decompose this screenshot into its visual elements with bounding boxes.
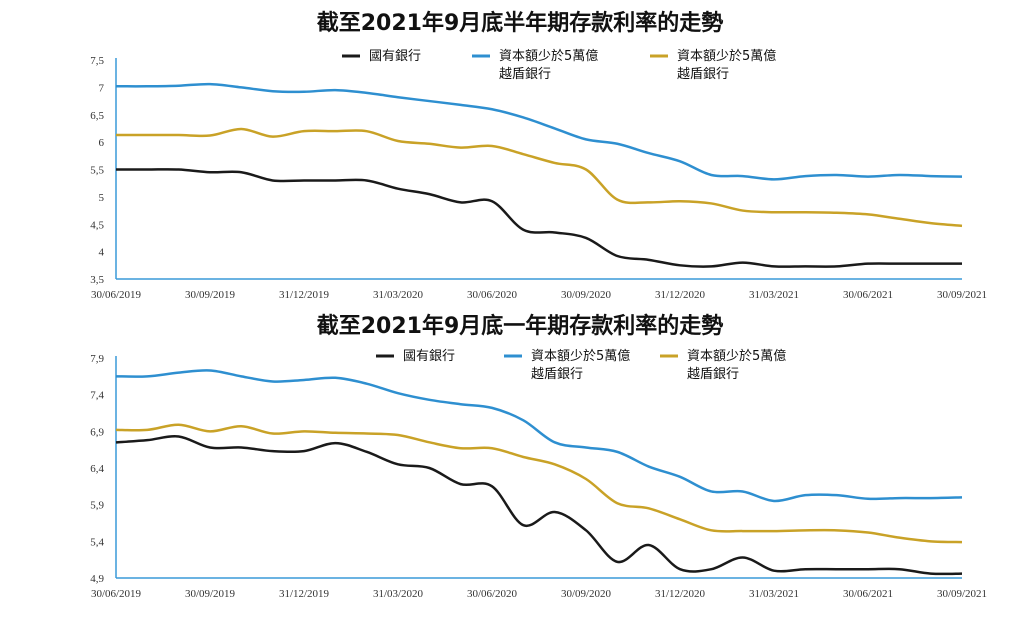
x-tick-label: 30/06/2019 bbox=[91, 588, 142, 600]
chart-1: 截至2021年9月底半年期存款利率的走勢 3,5 4 4,5 5 5,5 6 6,5 7 7,5 3… bbox=[90, 10, 987, 301]
x-tick-label: 30/09/2021 bbox=[937, 588, 987, 600]
legend-label: 資本額少於5萬億 bbox=[499, 48, 598, 64]
y-tick-label: 7 bbox=[99, 82, 105, 94]
x-tick-label: 30/06/2020 bbox=[467, 289, 518, 301]
x-tick-label: 31/03/2021 bbox=[749, 289, 799, 301]
x-tick-label: 31/12/2020 bbox=[655, 289, 706, 301]
y-tick-label: 6,4 bbox=[90, 463, 104, 475]
x-tick-label: 30/09/2019 bbox=[185, 588, 236, 600]
legend-label: 越盾銀行 bbox=[499, 67, 551, 82]
chart-2: 截至2021年9月底一年期存款利率的走勢 4,9 5,4 5,9 6,4 6,9 7,4 7,… bbox=[90, 313, 987, 600]
series-line-2 bbox=[115, 82, 963, 181]
x-tick-label: 30/06/2021 bbox=[843, 588, 893, 600]
x-tick-label: 30/09/2020 bbox=[561, 289, 612, 301]
x-tick-label: 31/12/2019 bbox=[279, 588, 330, 600]
y-tick-label: 7,5 bbox=[90, 55, 104, 67]
legend-label: 越盾銀行 bbox=[677, 67, 729, 82]
x-tick-label: 31/12/2020 bbox=[655, 588, 706, 600]
y-tick-label: 5 bbox=[99, 192, 105, 204]
x-tick-label: 30/06/2019 bbox=[91, 289, 142, 301]
legend-label: 資本額少於5萬億 bbox=[687, 348, 786, 364]
legend-label: 國有銀行 bbox=[369, 49, 421, 64]
y-tick-label: 5,4 bbox=[90, 536, 104, 548]
chart-title: 截至2021年9月底一年期存款利率的走勢 bbox=[317, 313, 724, 339]
x-tick-label: 31/03/2020 bbox=[373, 588, 424, 600]
series-line-1 bbox=[116, 168, 962, 268]
y-tick-label: 7,4 bbox=[90, 390, 104, 402]
x-tick-label: 31/03/2021 bbox=[749, 588, 799, 600]
legend-label: 越盾銀行 bbox=[687, 367, 739, 382]
y-tick-label: 7,9 bbox=[90, 353, 104, 365]
series-line-3 bbox=[115, 423, 963, 544]
x-tick-label: 30/09/2020 bbox=[561, 588, 612, 600]
x-tick-label: 30/09/2019 bbox=[185, 289, 236, 301]
series-line-1 bbox=[115, 434, 963, 576]
x-tick-label: 31/12/2019 bbox=[279, 289, 330, 301]
y-tick-label: 4,5 bbox=[90, 219, 104, 231]
y-tick-label: 4,9 bbox=[90, 573, 104, 585]
x-tick-label: 30/06/2021 bbox=[843, 289, 893, 301]
x-tick-label: 30/09/2021 bbox=[937, 289, 987, 301]
x-tick-label: 30/06/2020 bbox=[467, 588, 518, 600]
y-tick-label: 6,9 bbox=[90, 426, 104, 438]
series-line-3 bbox=[116, 127, 963, 228]
y-tick-label: 4 bbox=[99, 247, 105, 259]
chart-title: 截至2021年9月底半年期存款利率的走勢 bbox=[317, 10, 724, 36]
y-tick-label: 3,5 bbox=[90, 274, 104, 286]
x-tick-label: 31/03/2020 bbox=[373, 289, 424, 301]
y-tick-label: 5,5 bbox=[90, 165, 104, 177]
legend-label: 國有銀行 bbox=[403, 349, 455, 364]
y-tick-label: 6 bbox=[99, 137, 105, 149]
y-tick-label: 6,5 bbox=[90, 110, 104, 122]
legend-label: 資本額少於5萬億 bbox=[531, 348, 630, 364]
y-tick-label: 5,9 bbox=[90, 500, 104, 512]
legend-label: 越盾銀行 bbox=[531, 367, 583, 382]
series-line-2 bbox=[115, 369, 963, 503]
legend-label: 資本額少於5萬億 bbox=[677, 48, 776, 64]
